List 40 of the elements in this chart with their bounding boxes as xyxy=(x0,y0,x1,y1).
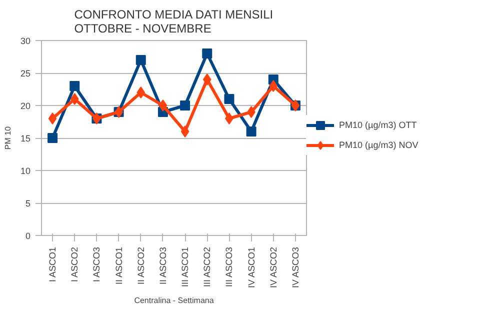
point xyxy=(247,106,256,118)
y-tick-label: 25 xyxy=(20,68,31,78)
x-tick-label: II ASCO3 xyxy=(158,246,168,285)
x-tick-label: III ASCO2 xyxy=(202,246,212,288)
x-tick-label: I ASCO1 xyxy=(48,246,58,282)
point xyxy=(225,112,234,124)
point xyxy=(269,80,278,92)
y-axis-title: PM 10 xyxy=(3,126,12,150)
point xyxy=(202,74,212,86)
point xyxy=(246,126,256,136)
x-tick-label: IV ASCO1 xyxy=(246,246,256,288)
point xyxy=(48,133,58,143)
y-tick-label: 30 xyxy=(20,36,31,46)
point xyxy=(48,112,57,124)
point xyxy=(224,94,234,104)
x-tick-label: II ASCO1 xyxy=(114,246,124,285)
y-tick-label: 10 xyxy=(20,166,31,176)
point xyxy=(70,81,80,91)
x-axis-title: Centralina - Settimana xyxy=(134,296,214,306)
y-tick-label: 0 xyxy=(25,231,31,241)
point xyxy=(202,48,212,58)
legend-label: PM10 (µg/m3) NOV xyxy=(339,140,418,150)
x-tick-label: III ASCO3 xyxy=(224,246,234,288)
legend-label: PM10 (µg/m3) OTT xyxy=(339,120,417,130)
point xyxy=(136,86,146,98)
chart-title: CONFRONTO MEDIA DATI MENSILI OTTOBRE - NOVEMBRE xyxy=(74,8,274,36)
x-tick-label: IV ASCO3 xyxy=(290,246,300,288)
x-tick-label: II ASCO2 xyxy=(136,246,146,285)
x-tick-label: I ASCO3 xyxy=(92,246,102,282)
point xyxy=(180,100,190,110)
y-tick-label: 15 xyxy=(20,134,31,144)
y-tick-label: 5 xyxy=(25,198,31,208)
x-tick-label: III ASCO1 xyxy=(180,246,190,288)
y-tick-label: 20 xyxy=(20,101,31,111)
point xyxy=(136,55,146,65)
point xyxy=(180,126,190,138)
point xyxy=(158,100,168,112)
x-tick-label: IV ASCO2 xyxy=(268,246,278,288)
x-tick-label: I ASCO2 xyxy=(70,246,80,282)
point xyxy=(70,93,79,105)
